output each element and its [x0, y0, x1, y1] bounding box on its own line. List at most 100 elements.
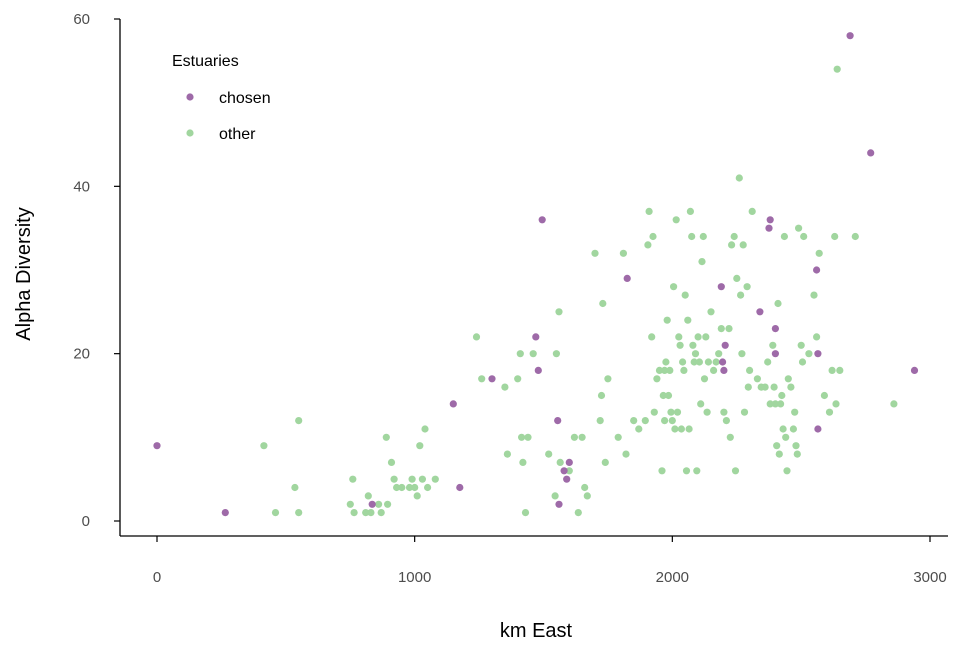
data-point-other — [682, 467, 691, 475]
data-point-other — [836, 366, 844, 374]
data-point-chosen — [719, 358, 727, 366]
legend-label-chosen: chosen — [219, 90, 271, 107]
data-point-other — [648, 333, 656, 341]
data-point-other — [503, 450, 511, 458]
data-point-other — [722, 417, 731, 425]
data-point-other — [604, 375, 612, 383]
data-point-chosen — [814, 350, 822, 358]
data-point-other — [421, 425, 429, 433]
data-point-other — [377, 508, 385, 517]
data-point-other — [411, 483, 419, 492]
data-point-chosen — [555, 500, 563, 508]
data-point-other — [828, 366, 836, 374]
axes: 0 1000 2000 3000 0 20 40 60 — [73, 11, 948, 586]
data-point-chosen — [771, 325, 780, 333]
data-point-other — [744, 383, 752, 391]
data-point-other — [820, 391, 829, 400]
data-points — [153, 32, 919, 517]
data-point-other — [739, 241, 747, 249]
data-point-other — [695, 358, 704, 366]
data-point-other — [700, 375, 709, 383]
data-point-other — [815, 249, 823, 257]
data-point-other — [733, 274, 741, 282]
data-point-other — [581, 483, 589, 492]
data-point-other — [712, 358, 720, 366]
data-point-other — [773, 442, 781, 450]
data-point-chosen — [153, 442, 161, 450]
data-point-other — [408, 475, 416, 483]
data-point-other — [805, 350, 813, 358]
data-point-other — [766, 400, 774, 408]
data-point-chosen — [846, 32, 854, 40]
data-point-chosen — [623, 274, 631, 282]
data-point-chosen — [488, 375, 496, 383]
data-point-other — [684, 316, 692, 324]
x-tick-label: 2000 — [656, 569, 689, 586]
data-point-chosen — [765, 224, 773, 232]
x-tick-label: 0 — [153, 569, 161, 586]
data-point-other — [362, 508, 370, 517]
data-point-other — [764, 358, 772, 366]
data-point-other — [663, 316, 671, 324]
legend-marker-other — [186, 129, 194, 137]
x-tick-label: 3000 — [913, 569, 946, 586]
y-tick-label: 20 — [73, 346, 90, 363]
data-point-other — [825, 408, 834, 416]
data-point-chosen — [538, 216, 546, 224]
data-point-other — [551, 492, 559, 500]
data-point-other — [800, 232, 808, 241]
data-point-other — [720, 408, 728, 416]
data-point-other — [295, 417, 303, 425]
data-point-other — [556, 458, 564, 466]
legend-title: Estuaries — [172, 53, 239, 70]
data-point-other — [668, 417, 676, 425]
data-point-other — [831, 232, 839, 241]
data-point-chosen — [771, 350, 780, 358]
data-point-other — [393, 483, 401, 492]
data-point-other — [726, 433, 734, 441]
data-point-other — [291, 483, 299, 492]
data-point-other — [521, 508, 530, 517]
data-point-other — [704, 358, 713, 366]
data-point-other — [390, 475, 398, 483]
data-point-chosen — [532, 333, 540, 341]
data-point-chosen — [720, 366, 728, 374]
x-ticks: 0 1000 2000 3000 — [153, 536, 947, 586]
data-point-other — [545, 450, 553, 458]
data-point-other — [761, 383, 769, 391]
data-point-other — [662, 358, 670, 366]
y-tick-label: 0 — [82, 513, 90, 530]
data-point-other — [524, 433, 532, 441]
data-point-other — [570, 433, 579, 441]
data-point-other — [472, 333, 481, 341]
data-point-other — [271, 508, 280, 517]
data-point-other — [746, 366, 754, 374]
data-point-other — [405, 483, 414, 492]
data-point-other — [295, 508, 303, 517]
data-point-chosen — [554, 417, 562, 425]
data-point-chosen — [565, 458, 573, 466]
data-point-other — [699, 232, 707, 241]
data-point-chosen — [814, 425, 822, 433]
data-point-other — [675, 333, 683, 341]
legend-marker-chosen — [186, 93, 194, 101]
data-point-other — [644, 241, 652, 249]
data-point-other — [645, 207, 653, 215]
data-point-other — [832, 400, 840, 408]
data-point-chosen — [756, 308, 764, 316]
y-tick-label: 40 — [73, 178, 90, 195]
data-point-chosen — [910, 366, 919, 374]
data-point-other — [260, 442, 268, 450]
data-point-chosen — [560, 467, 568, 475]
data-point-other — [810, 291, 818, 299]
y-ticks: 0 20 40 60 — [73, 11, 120, 530]
data-point-other — [346, 500, 354, 508]
data-point-other — [707, 308, 715, 316]
data-point-other — [519, 458, 527, 466]
data-point-other — [738, 350, 746, 358]
data-point-other — [753, 375, 762, 383]
data-point-chosen — [563, 475, 571, 483]
data-point-other — [690, 358, 698, 366]
data-point-chosen — [813, 266, 821, 274]
data-point-other — [630, 417, 638, 425]
